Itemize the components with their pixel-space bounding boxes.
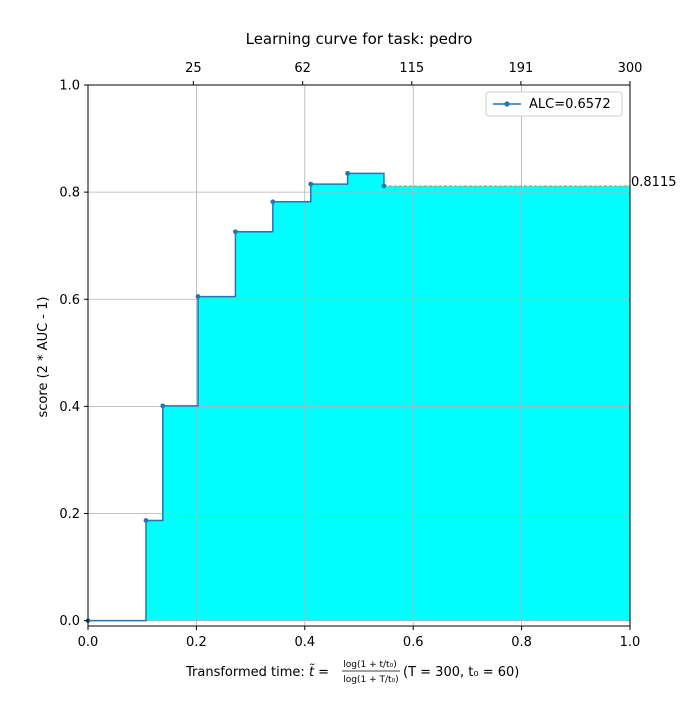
- x-axis-label-denominator: log(1 + T/t₀): [343, 675, 398, 685]
- x-tick-label: 0.4: [294, 635, 315, 650]
- data-point: [143, 518, 149, 523]
- x-axis-label-prefix: Transformed time:: [185, 665, 309, 680]
- learning-curve-area: [88, 173, 630, 621]
- data-point: [233, 229, 238, 235]
- svg-text:Transformed time: t̃ =: Transformed time: t̃ =: [185, 665, 329, 680]
- x-tick-label: 1.0: [620, 635, 641, 650]
- top-tick-label: 62: [294, 61, 311, 76]
- final-score-label: 0.8115: [631, 175, 677, 190]
- y-tick-label: 0.6: [59, 293, 80, 308]
- legend-label: ALC=0.6572: [529, 97, 611, 112]
- legend: ALC=0.6572: [485, 91, 623, 117]
- y-tick-label: 1.0: [59, 79, 80, 94]
- y-axis-label: score (2 * AUC - 1): [36, 297, 51, 418]
- x-tick-label: 0.8: [511, 635, 532, 650]
- x-tick-label: 0.2: [186, 635, 207, 650]
- plot-frame: [87, 84, 631, 627]
- x-axis-label: Transformed time: t̃ = log(1 + t/t₀) log…: [185, 660, 519, 685]
- data-point: [308, 181, 314, 187]
- data-point: [381, 183, 387, 189]
- x-tick-label: 0.6: [403, 635, 424, 650]
- data-point: [345, 170, 351, 176]
- x-axis-label-numerator: log(1 + t/t₀): [343, 660, 396, 670]
- area-layer: [88, 173, 630, 621]
- top-tick-label: 191: [508, 61, 533, 76]
- data-point: [160, 403, 166, 409]
- chart-title: Learning curve for task: pedro: [246, 30, 473, 48]
- x-axis-label-suffix: (T = 300, t₀ = 60): [403, 665, 519, 680]
- top-tick-label: 300: [618, 61, 643, 76]
- legend-marker: [504, 101, 510, 107]
- x-tick-label: 0.0: [78, 635, 99, 650]
- axes-layer: 0.0 0.2 0.4 0.6 0.8 1.0 0.0 0.2 0.4 0.6 0.8 1.0 25 62…: [59, 61, 642, 650]
- x-axis-label-t-tilde: t̃: [309, 665, 315, 680]
- top-tick-label: 115: [399, 61, 424, 76]
- y-tick-label: 0.4: [59, 400, 80, 415]
- y-tick-label: 0.0: [59, 614, 80, 629]
- data-point: [195, 294, 201, 299]
- y-tick-label: 0.2: [59, 507, 80, 522]
- y-tick-label: 0.8: [59, 186, 80, 201]
- top-tick-label: 25: [185, 61, 202, 76]
- x-axis-label-equals: =: [314, 665, 329, 680]
- data-point: [270, 199, 276, 205]
- legend-box: [485, 91, 623, 117]
